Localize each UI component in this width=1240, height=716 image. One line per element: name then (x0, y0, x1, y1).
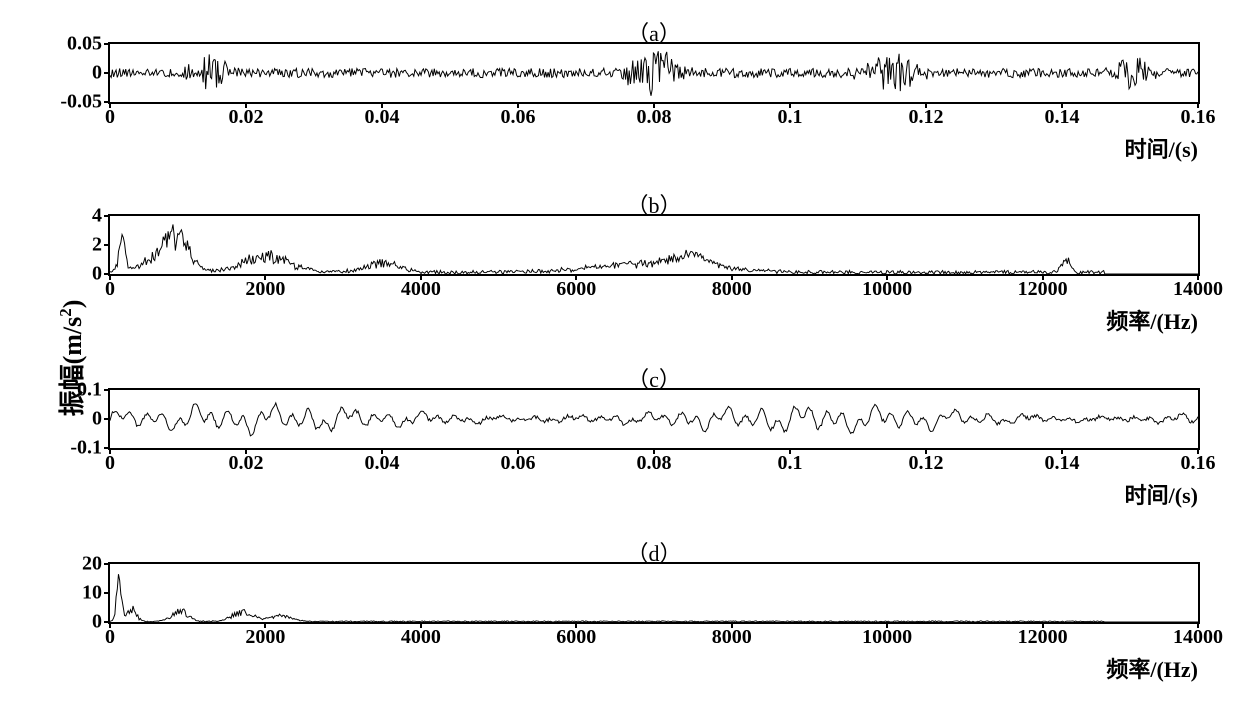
xtick: 0.04 (365, 452, 400, 475)
signal-trace (110, 216, 1198, 274)
xtick: 0.02 (229, 452, 264, 475)
plot-area: 0102002000400060008000100001200014000频率/… (108, 562, 1200, 624)
xlabel: 频率/(Hz) (1106, 304, 1198, 336)
ytick: -0.05 (60, 91, 102, 114)
xlabel: 时间/(s) (1125, 132, 1198, 164)
ytick: -0.1 (70, 437, 102, 460)
xtick: 0.16 (1181, 106, 1216, 129)
xtick: 0 (105, 106, 115, 129)
xtick: 8000 (712, 626, 752, 649)
xtick: 12000 (1018, 626, 1068, 649)
xlabel: 时间/(s) (1125, 478, 1198, 510)
ytick: 0.05 (67, 33, 102, 56)
xtick: 6000 (556, 626, 596, 649)
xlabel: 频率/(Hz) (1106, 652, 1198, 684)
xtick: 2000 (245, 278, 285, 301)
xtick: 0 (105, 278, 115, 301)
xtick: 14000 (1173, 278, 1223, 301)
ytick: 0 (92, 611, 102, 634)
xtick: 0.1 (778, 106, 803, 129)
ytick: 2 (92, 234, 102, 257)
xtick: 0.14 (1045, 452, 1080, 475)
xtick: 10000 (862, 626, 912, 649)
signal-trace (110, 564, 1198, 622)
xtick: 10000 (862, 278, 912, 301)
plot-area: -0.100.100.020.040.060.080.10.120.140.16… (108, 388, 1200, 450)
xtick: 4000 (401, 278, 441, 301)
signal-trace (110, 44, 1198, 102)
xtick: 0.12 (909, 452, 944, 475)
subplot-b: （b）02402000400060008000100001200014000频率… (108, 214, 1200, 276)
ytick: 20 (82, 553, 102, 576)
xtick: 8000 (712, 278, 752, 301)
xtick: 0 (105, 626, 115, 649)
ytick: 0 (92, 408, 102, 431)
xtick: 0 (105, 452, 115, 475)
xtick: 2000 (245, 626, 285, 649)
ytick: 10 (82, 582, 102, 605)
xtick: 0.16 (1181, 452, 1216, 475)
signal-trace (110, 390, 1198, 448)
xtick: 0.02 (229, 106, 264, 129)
ytick: 0 (92, 263, 102, 286)
xtick: 6000 (556, 278, 596, 301)
xtick: 0.06 (501, 452, 536, 475)
xtick: 0.08 (637, 106, 672, 129)
xtick: 0.1 (778, 452, 803, 475)
xtick: 14000 (1173, 626, 1223, 649)
ytick: 0 (92, 62, 102, 85)
xtick: 12000 (1018, 278, 1068, 301)
xtick: 0.14 (1045, 106, 1080, 129)
subplot-d: （d）0102002000400060008000100001200014000… (108, 562, 1200, 624)
ytick: 0.1 (77, 379, 102, 402)
xtick: 4000 (401, 626, 441, 649)
xtick: 0.06 (501, 106, 536, 129)
subplot-c: （c）-0.100.100.020.040.060.080.10.120.140… (108, 388, 1200, 450)
plot-area: -0.0500.0500.020.040.060.080.10.120.140.… (108, 42, 1200, 104)
ytick: 4 (92, 205, 102, 228)
xtick: 0.08 (637, 452, 672, 475)
xtick: 0.12 (909, 106, 944, 129)
plot-area: 02402000400060008000100001200014000频率/(H… (108, 214, 1200, 276)
subplot-a: （a）-0.0500.0500.020.040.060.080.10.120.1… (108, 42, 1200, 104)
xtick: 0.04 (365, 106, 400, 129)
